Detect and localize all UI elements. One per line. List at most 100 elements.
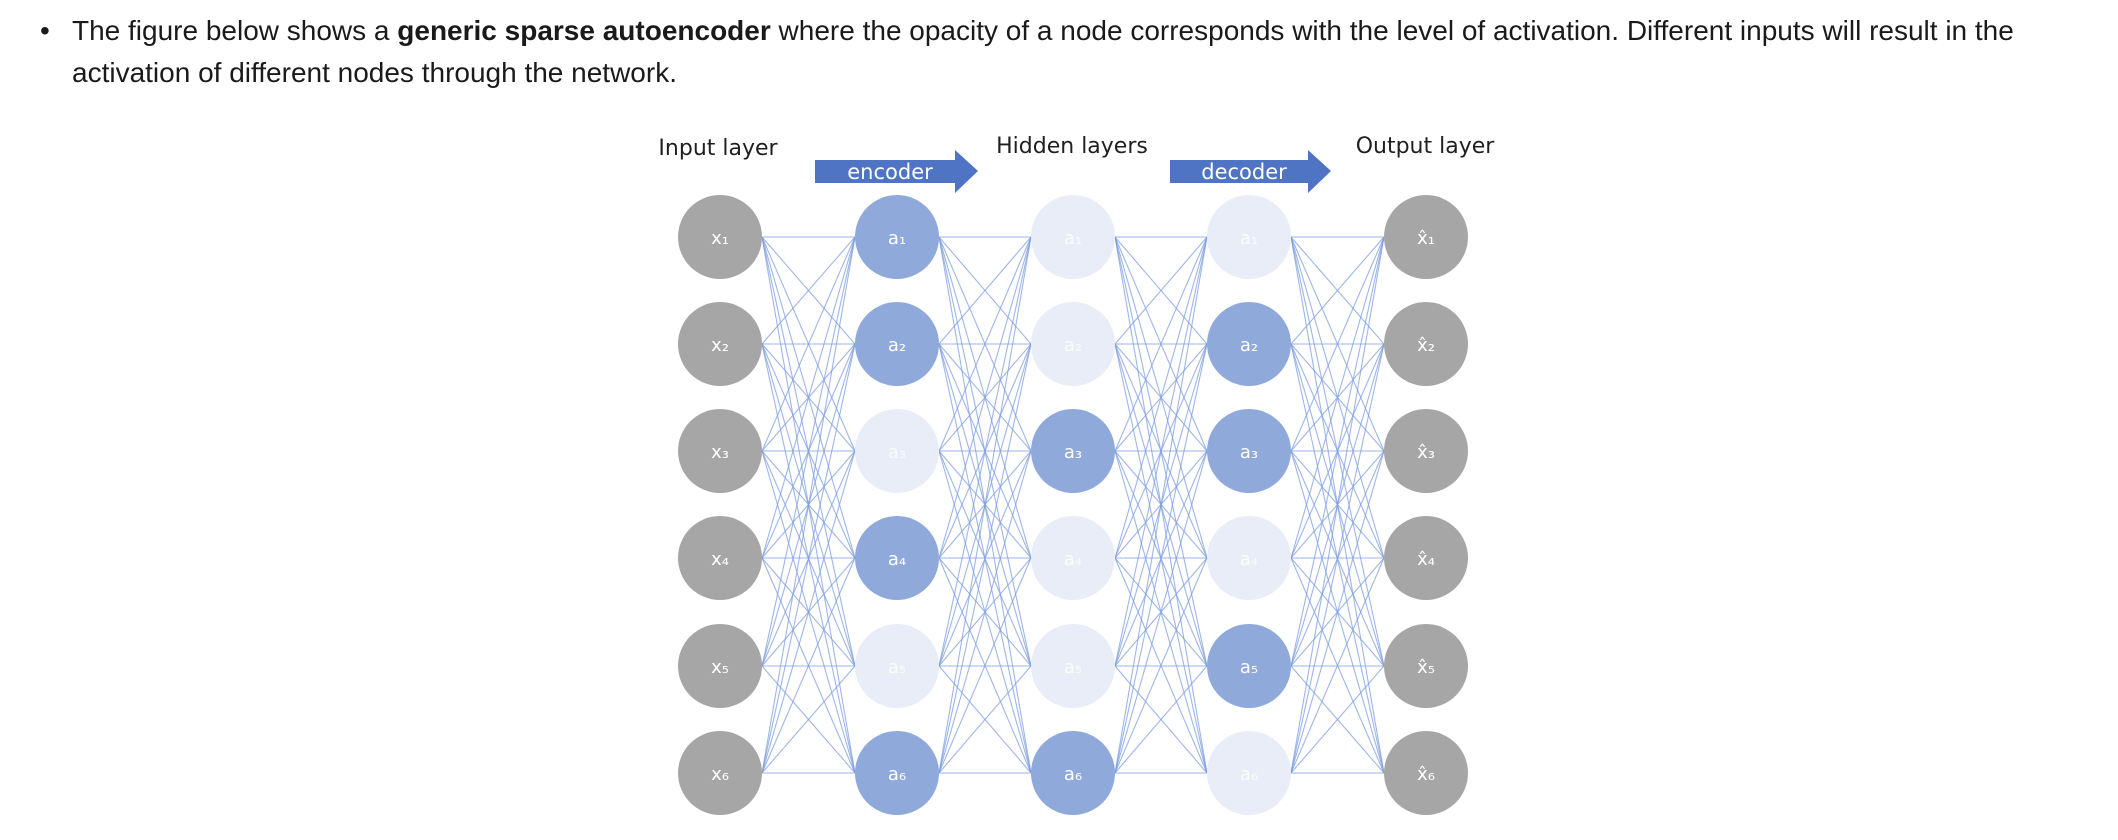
connection-line [1290,343,1385,774]
node-input-3: x₃ [678,409,762,493]
node-output-5: x̂₅ [1384,624,1468,708]
connection-line [761,236,856,774]
connection-line [1114,450,1208,774]
paragraph-text-end: where the opacity of a node corresponds … [72,15,2014,88]
node-output-4: x̂₄ [1384,516,1468,600]
node-circle [1031,624,1115,708]
node-label: a₆ [1064,764,1082,785]
node-circle [855,624,939,708]
connection-line [938,236,1032,345]
node-circle [1031,731,1115,815]
node-circle [678,195,762,279]
node-output-6: x̂₆ [1384,731,1468,815]
connection-line [761,236,856,667]
decoder-arrow [1170,150,1331,193]
node-circle [1031,516,1115,600]
node-hidden-3-6: a₆ [1207,731,1291,815]
connection-line [1290,557,1385,774]
node-output-2: x̂₂ [1384,302,1468,386]
connections [761,236,1385,774]
connection-line [761,557,856,774]
node-hidden-3-1: a₁ [1207,195,1291,279]
node-label: a₆ [1240,764,1258,785]
connection-line [938,236,1032,774]
node-circle [1207,516,1291,600]
node-circle [1207,195,1291,279]
connection-line [1290,236,1385,559]
connection-line [938,450,1032,774]
node-label: a₄ [1064,549,1082,570]
node-label: x̂₄ [1417,549,1435,570]
node-circle [1031,409,1115,493]
node-label: a₃ [1064,442,1082,463]
node-hidden-1-5: a₅ [855,624,939,708]
node-circle [1384,516,1468,600]
node-hidden-3-4: a₄ [1207,516,1291,600]
hidden-layers-label: Hidden layers [996,134,1148,159]
node-hidden-2-3: a₃ [1031,409,1115,493]
connection-line [1290,236,1385,452]
node-hidden-3-2: a₂ [1207,302,1291,386]
connection-line [1290,450,1385,774]
node-hidden-2-1: a₁ [1031,195,1115,279]
node-label: a₄ [1240,549,1258,570]
node-input-4: x₄ [678,516,762,600]
node-circle [1207,624,1291,708]
node-circle [855,195,939,279]
connection-line [1114,557,1208,774]
node-circle [1384,731,1468,815]
connection-line [761,236,856,345]
connection-line [761,665,856,774]
node-label: a₁ [1240,228,1258,249]
connection-line [761,450,856,774]
node-circle [678,302,762,386]
bullet-marker: • [40,15,50,46]
output-layer-label: Output layer [1356,134,1496,159]
node-circle [1384,624,1468,708]
node-label: x₄ [711,549,729,570]
node-circle [855,731,939,815]
node-hidden-1-4: a₄ [855,516,939,600]
connection-line [938,236,1032,667]
node-circle [1207,302,1291,386]
node-hidden-2-5: a₅ [1031,624,1115,708]
node-circle [1031,302,1115,386]
node-label: x̂₂ [1417,335,1435,356]
node-input-6: x₆ [678,731,762,815]
decoder-label: decoder [1201,160,1287,184]
node-label: x₂ [711,335,729,356]
node-hidden-2-2: a₂ [1031,302,1115,386]
encoder-label: encoder [847,160,933,184]
node-label: a₅ [1240,657,1258,678]
node-label: a₆ [888,764,906,785]
node-input-1: x₁ [678,195,762,279]
node-label: a₅ [888,657,906,678]
node-input-2: x₂ [678,302,762,386]
connection-line [1290,236,1385,774]
node-circle [1384,195,1468,279]
node-hidden-1-6: a₆ [855,731,939,815]
node-input-5: x₅ [678,624,762,708]
node-circle [855,302,939,386]
node-label: x₆ [711,764,729,785]
connection-line [1114,665,1208,774]
node-label: x̂₁ [1417,228,1435,249]
connection-line [1114,236,1208,345]
node-label: x₅ [711,657,729,678]
node-label: a₁ [1064,228,1082,249]
node-label: a₃ [1240,442,1258,463]
node-label: x̂₆ [1417,764,1435,785]
node-label: a₅ [1064,657,1082,678]
node-circle [678,516,762,600]
connection-line [761,236,856,559]
node-label: x₁ [711,228,729,249]
connection-line [1290,236,1385,667]
node-hidden-1-1: a₁ [855,195,939,279]
node-circle [1384,409,1468,493]
paragraph-text: The figure below shows a generic sparse … [72,10,2060,94]
connection-line [1114,236,1208,559]
node-label: a₄ [888,549,906,570]
node-hidden-3-3: a₃ [1207,409,1291,493]
connection-line [1114,236,1208,667]
